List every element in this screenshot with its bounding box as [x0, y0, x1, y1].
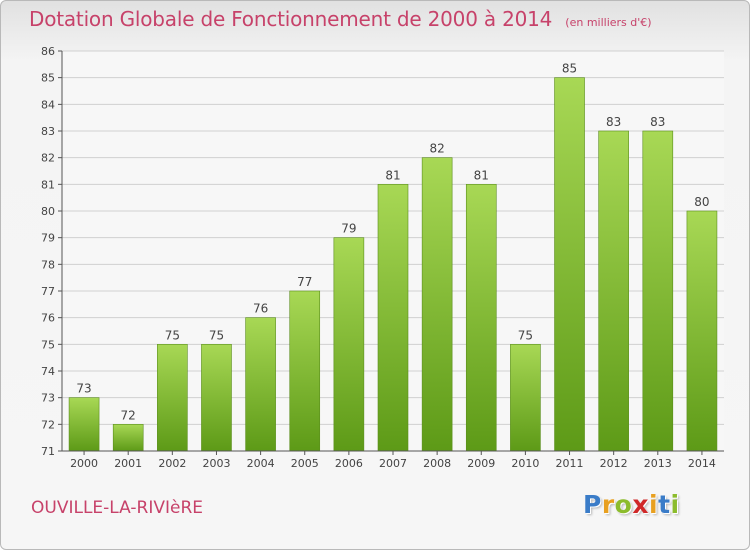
x-tick-label: 2001	[114, 457, 142, 470]
title-block: Dotation Globale de Fonctionnement de 20…	[29, 7, 652, 31]
x-tick-label: 2006	[335, 457, 363, 470]
y-tick-label: 83	[41, 125, 55, 138]
data-label: 81	[385, 168, 400, 182]
y-tick-label: 78	[41, 258, 55, 271]
y-tick-label: 79	[41, 232, 55, 245]
data-label: 76	[253, 302, 268, 316]
data-label: 75	[165, 328, 180, 342]
x-tick-label: 2012	[600, 457, 628, 470]
data-label: 75	[518, 328, 533, 342]
bar	[68, 397, 100, 452]
x-tick-label: 2005	[291, 457, 319, 470]
y-tick-label: 71	[41, 445, 55, 458]
logo-letter: o	[614, 490, 633, 519]
data-label: 75	[209, 328, 224, 342]
logo-letter: x	[632, 490, 649, 519]
x-tick-label: 2008	[423, 457, 451, 470]
y-tick-label: 85	[41, 72, 55, 85]
data-label: 83	[606, 115, 621, 129]
x-tick-label: 2014	[688, 457, 716, 470]
y-tick-label: 81	[41, 178, 55, 191]
proxiti-logo: Proxiti	[583, 490, 680, 519]
bar	[465, 184, 497, 452]
logo-letter: i	[670, 490, 680, 519]
bar	[421, 157, 453, 452]
bar	[112, 424, 144, 452]
bar	[554, 77, 585, 452]
bar	[686, 210, 718, 452]
data-label: 85	[562, 62, 577, 76]
x-tick-label: 2002	[158, 457, 186, 470]
x-tick-label: 2004	[247, 457, 275, 470]
x-tick-label: 2003	[202, 457, 230, 470]
commune-name: OUVILLE-LA-RIVIèRE	[31, 498, 204, 518]
bar	[289, 290, 321, 452]
y-tick-label: 80	[41, 205, 55, 218]
data-label: 73	[76, 382, 91, 396]
bar	[510, 344, 541, 452]
y-tick-label: 82	[41, 152, 55, 165]
x-tick-label: 2000	[70, 457, 98, 470]
bar	[598, 130, 629, 452]
logo-letter: t	[658, 490, 671, 519]
y-tick-label: 74	[41, 365, 55, 378]
y-tick-label: 75	[41, 338, 55, 351]
bar	[201, 344, 232, 452]
data-label: 81	[474, 168, 489, 182]
x-tick-label: 2010	[511, 457, 539, 470]
bar	[245, 317, 276, 452]
y-tick-label: 86	[41, 45, 55, 58]
data-label: 77	[297, 275, 312, 289]
data-label: 80	[694, 195, 709, 209]
x-tick-label: 2009	[467, 457, 495, 470]
chart-subtitle: (en milliers d'€)	[565, 16, 652, 29]
logo-letter: P	[583, 490, 602, 519]
x-tick-label: 2011	[556, 457, 584, 470]
bar	[642, 130, 674, 452]
data-label: 72	[121, 408, 136, 422]
logo-letter: i	[649, 490, 659, 519]
y-tick-label: 84	[41, 98, 55, 111]
y-tick-label: 77	[41, 285, 55, 298]
bar	[377, 184, 409, 452]
data-label: 79	[341, 222, 356, 236]
data-label: 83	[650, 115, 665, 129]
chart-title: Dotation Globale de Fonctionnement de 20…	[29, 7, 553, 31]
data-label: 82	[429, 142, 444, 156]
x-tick-label: 2013	[644, 457, 672, 470]
y-tick-label: 73	[41, 392, 55, 405]
logo-letter: r	[601, 490, 615, 519]
y-tick-label: 72	[41, 418, 55, 431]
x-tick-label: 2007	[379, 457, 407, 470]
y-tick-label: 76	[41, 312, 55, 325]
bar	[157, 344, 188, 452]
bar	[333, 237, 365, 452]
